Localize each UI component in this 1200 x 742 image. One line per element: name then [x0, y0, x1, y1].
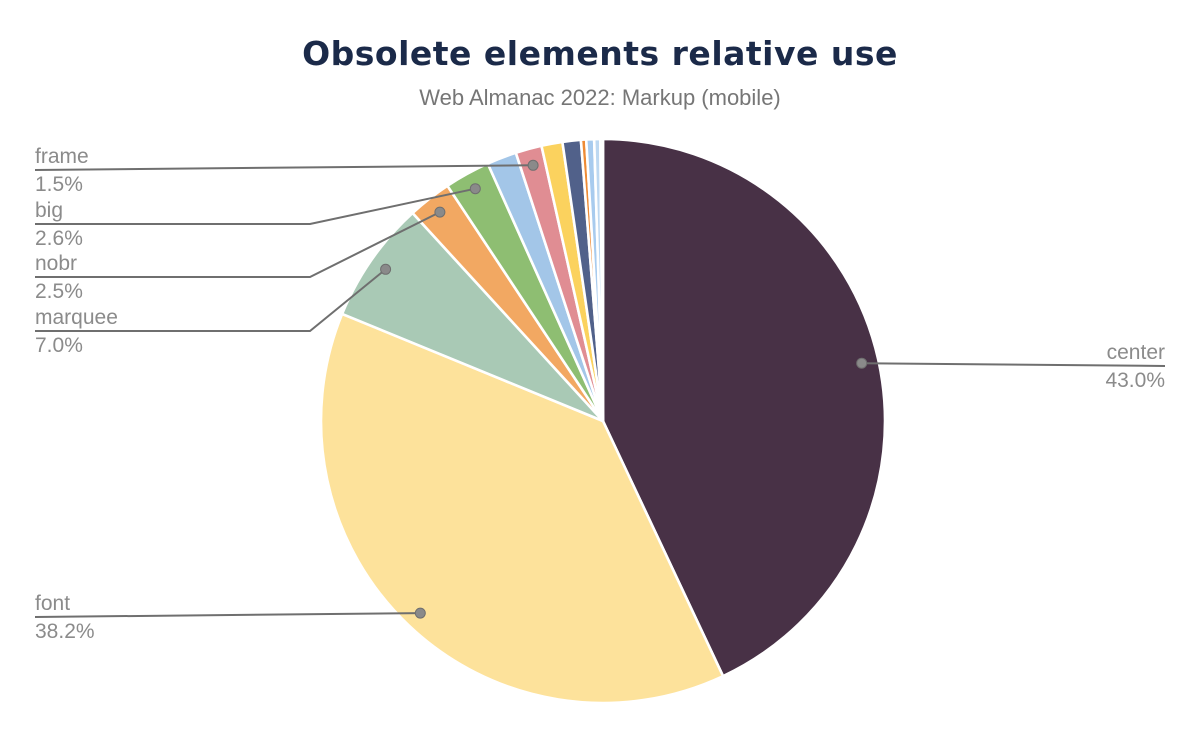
- leader-line-marquee: [35, 268, 387, 332]
- callout-frame: frame 1.5%: [34, 145, 539, 196]
- callout-big: big 2.6%: [35, 183, 481, 250]
- callout-font: font 38.2%: [34, 592, 426, 643]
- callout-value-frame: 1.5%: [35, 173, 83, 196]
- callout-marquee: marquee 7.0%: [35, 263, 392, 357]
- callout-value-big: 2.6%: [35, 227, 83, 250]
- callout-label-center: center: [1107, 341, 1165, 364]
- leader-dot-center: [856, 357, 868, 369]
- leader-dot-nobr: [434, 206, 446, 218]
- chart-subtitle: Web Almanac 2022: Markup (mobile): [419, 85, 781, 110]
- callout-label-marquee: marquee: [35, 306, 118, 329]
- leader-line-big: [35, 187, 476, 225]
- pie-slice-unlabeled-13[interactable]: [599, 137, 605, 423]
- callout-nobr: nobr 2.5%: [35, 206, 446, 303]
- callout-value-nobr: 2.5%: [35, 280, 83, 303]
- leader-dot-font: [414, 607, 426, 619]
- callout-label-big: big: [35, 199, 63, 222]
- callout-label-frame: frame: [35, 145, 89, 168]
- callout-center: center 43.0%: [856, 341, 1166, 392]
- callout-value-center: 43.0%: [1105, 369, 1165, 392]
- leader-line-nobr: [35, 211, 441, 278]
- leader-line-center: [861, 362, 1166, 367]
- callout-label-nobr: nobr: [35, 252, 77, 275]
- leader-line-frame: [34, 164, 534, 171]
- leader-line-font: [34, 612, 421, 618]
- pie-slice-font[interactable]: [319, 312, 725, 705]
- leader-dot-frame: [527, 159, 539, 171]
- callout-value-marquee: 7.0%: [35, 334, 83, 357]
- callout-value-font: 38.2%: [35, 620, 95, 643]
- leader-dot-big: [469, 183, 481, 195]
- pie-slice-marquee[interactable]: [340, 211, 605, 423]
- chart-title: Obsolete elements relative use: [302, 34, 898, 73]
- leader-dot-marquee: [380, 263, 392, 275]
- pie-slice-center[interactable]: [601, 137, 887, 678]
- callout-label-font: font: [35, 592, 70, 615]
